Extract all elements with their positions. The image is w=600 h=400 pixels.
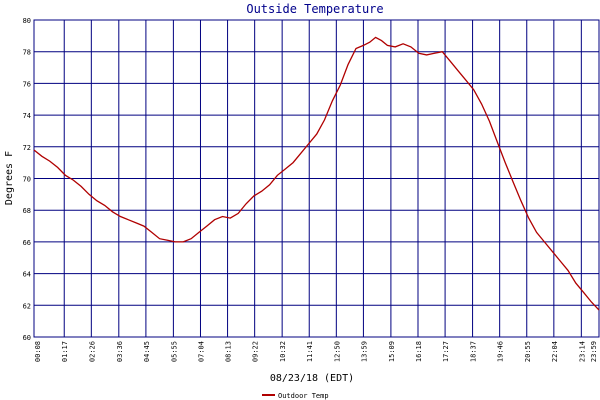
- x-tick-label: 20:55: [524, 341, 532, 362]
- chart-title: Outside Temperature: [246, 2, 383, 16]
- x-tick-label: 23:14: [578, 341, 586, 362]
- x-tick-label: 16:18: [415, 341, 423, 362]
- x-tick-label: 04:45: [143, 341, 151, 362]
- x-tick-label: 19:46: [497, 341, 505, 362]
- x-axis-title: 08/23/18 (EDT): [270, 373, 354, 384]
- x-tick-label: 18:37: [470, 341, 478, 362]
- outdoor-temp-line: [33, 36, 600, 311]
- y-tick-label: 80: [23, 17, 31, 25]
- x-tick-label: 17:27: [442, 341, 450, 362]
- grid: [34, 20, 599, 337]
- y-tick-label: 62: [23, 302, 31, 310]
- y-tick-label: 66: [23, 239, 31, 247]
- x-tick-label: 05:55: [170, 341, 178, 362]
- x-tick-label: 01:17: [61, 341, 69, 362]
- y-tick-label: 72: [23, 144, 31, 152]
- y-axis-title: Degrees F: [4, 151, 15, 205]
- y-tick-label: 70: [23, 176, 31, 184]
- y-tick-label: 64: [23, 271, 31, 279]
- x-tick-label: 23:59: [590, 341, 598, 362]
- y-tick-label: 60: [23, 334, 31, 342]
- x-tick-label: 00:08: [34, 341, 42, 362]
- y-tick-label: 78: [23, 49, 31, 57]
- x-tick-label: 10:32: [279, 341, 287, 362]
- x-tick-label: 13:59: [360, 341, 368, 362]
- y-tick-label: 74: [23, 112, 31, 120]
- legend: Outdoor Temp: [262, 392, 329, 400]
- x-tick-label: 15:09: [388, 341, 396, 362]
- tick-labels: 60 62 64 66 68 70 72 74 76 78 80 00:08 01:17 02:26 03:…: [23, 17, 598, 362]
- x-tick-label: 22:04: [551, 341, 559, 362]
- x-tick-label: 07:04: [197, 341, 205, 362]
- y-tick-label: 76: [23, 80, 31, 88]
- x-tick-label: 02:26: [88, 341, 96, 362]
- x-tick-label: 08:13: [225, 341, 233, 362]
- x-tick-label: 12:50: [333, 341, 341, 362]
- x-tick-label: 09:22: [252, 341, 260, 362]
- y-tick-label: 68: [23, 207, 31, 215]
- x-tick-label: 11:41: [306, 341, 314, 362]
- legend-label: Outdoor Temp: [278, 392, 329, 400]
- x-tick-label: 03:36: [116, 341, 124, 362]
